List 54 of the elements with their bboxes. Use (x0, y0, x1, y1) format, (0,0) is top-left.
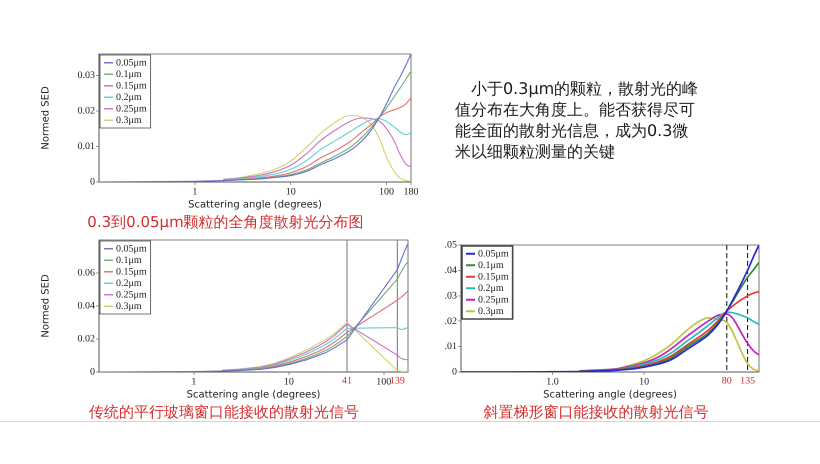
legend-label: 0.3μm (478, 306, 504, 317)
legend-label: 0.25μm (116, 289, 147, 300)
legend-label: 0.15μm (478, 271, 509, 282)
legend-label: 0.05μm (478, 248, 509, 260)
legend-label: 0.25μm (116, 103, 147, 114)
legend-label: 0.1μm (478, 260, 504, 271)
y-tick-label: 0.01 (78, 141, 95, 152)
y-tick-label: .01 (444, 341, 457, 352)
y-tick-label: .05 (444, 240, 457, 251)
y-axis-title: Normed SED (40, 86, 52, 150)
legend-label: 0.2μm (116, 92, 142, 103)
legend-label: 0.05μm (116, 243, 147, 254)
x-axis-title: Scattering angle (degrees) (543, 390, 677, 401)
y-tick-label: 0 (90, 176, 95, 188)
y-tick-label: 0.04 (78, 300, 95, 312)
y-tick-label: 0.03 (78, 70, 95, 81)
legend-label: 0.2μm (478, 282, 504, 294)
y-tick-label: 0 (90, 366, 95, 378)
y-tick-label: .03 (444, 290, 457, 302)
y-tick-label: .02 (444, 316, 457, 327)
legend-label: 0.15μm (116, 266, 147, 278)
x-tick-label: 10 (286, 186, 296, 198)
legend-label: 0.05μm (116, 57, 147, 68)
ref-line-label: 80 (722, 376, 732, 387)
ref-line-label: 135 (740, 376, 756, 387)
y-tick-label: 0.06 (78, 268, 95, 279)
legend-label: 0.1μm (116, 254, 142, 266)
x-axis-title: Scattering angle (degrees) (186, 390, 320, 401)
legend-label: 0.25μm (478, 294, 509, 306)
text: 小于0.3μm的颗粒，散射光的峰值分布在大角度上。能否获得尽可能全面的散射光信息，成为0.3微米以细颗粒测量的关键 (455, 78, 700, 162)
y-tick-label: 0 (452, 366, 457, 378)
x-tick-label: 1.0 (546, 376, 559, 388)
legend-label: 0.3μm (116, 300, 142, 312)
y-axis-title: Normed SED (40, 274, 52, 338)
legend-label: 0.2μm (116, 278, 142, 289)
text: 斜置梯形窗口能接收的散射光信号 (484, 402, 708, 421)
x-tick-label: 10 (284, 376, 294, 388)
text: 传统的平行玻璃窗口能接收的散射光信号 (89, 402, 359, 421)
legend-label: 0.3μm (116, 114, 142, 126)
ref-line-label: 41 (342, 376, 352, 387)
x-tick-label: 100 (379, 186, 394, 198)
x-tick-label: 1 (191, 376, 196, 388)
x-tick-label: 180 (404, 186, 418, 198)
legend-label: 0.15μm (116, 80, 147, 92)
ref-line-label: 139 (390, 376, 405, 387)
x-axis-title: Scattering angle (degrees) (188, 200, 322, 211)
x-tick-label: 100 (376, 376, 392, 388)
x-tick-label: 10 (639, 376, 650, 388)
x-tick-label: 1 (192, 186, 198, 198)
text: 0.3到0.05μm颗粒的全角度散射光分布图 (87, 212, 364, 231)
legend-label: 0.1μm (116, 68, 142, 80)
y-tick-label: 0.02 (78, 106, 95, 117)
y-tick-label: 0.02 (78, 334, 95, 345)
y-tick-label: .04 (444, 265, 457, 276)
